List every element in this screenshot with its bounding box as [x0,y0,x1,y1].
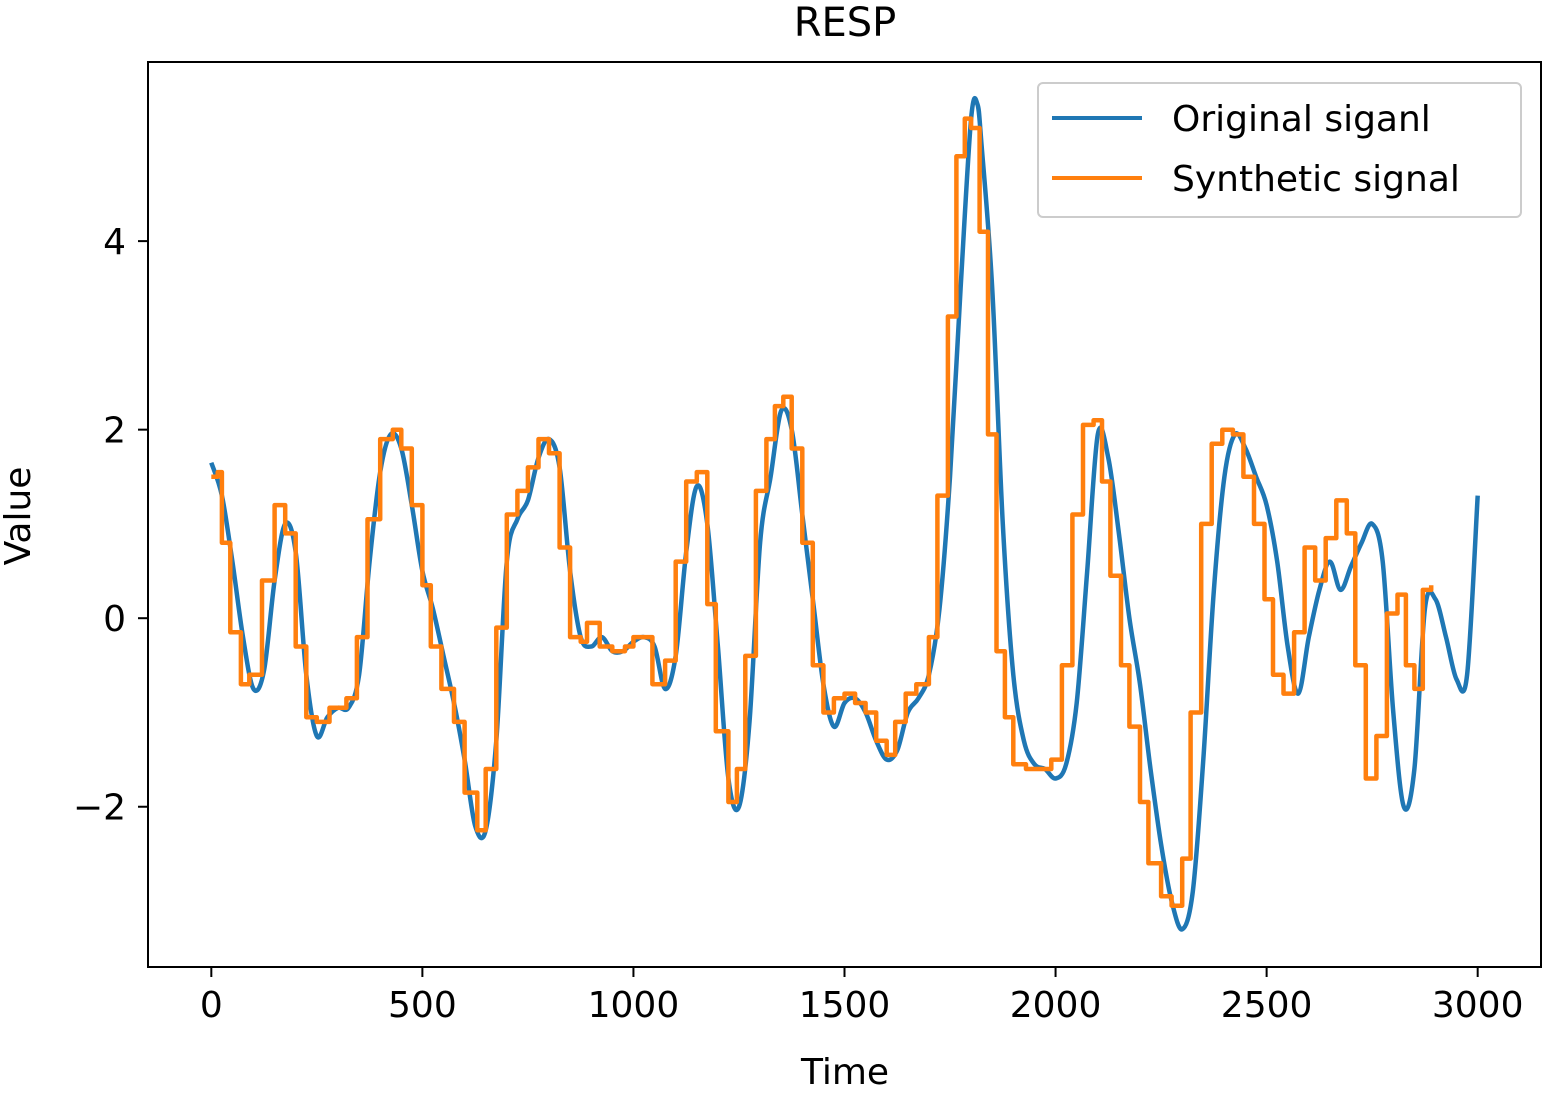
chart-title: RESP [794,0,897,46]
series-line-original-siganl [209,95,1480,932]
y-tick-label: 2 [103,411,126,452]
y-axis-label: Value [0,467,39,566]
x-tick-label: 1000 [588,985,680,1026]
x-tick-label: 2000 [1010,985,1102,1026]
x-tick-label: 3000 [1432,985,1524,1026]
x-tick-label: 2500 [1221,985,1313,1026]
x-tick-label: 500 [388,985,457,1026]
ticks-layer: 0 500 1000 1500 2000 2500 3000 −2 0 2 4 [73,222,1524,1026]
plot-frame [147,61,1542,968]
legend-label-synthetic: Synthetic signal [1172,159,1460,200]
x-tick-label: 1500 [799,985,891,1026]
legend-box [1037,82,1522,218]
series-layer [209,95,1480,932]
x-tick-label: 0 [200,985,223,1026]
y-tick-label: 0 [103,599,126,640]
series-line-synthetic-signal [211,116,1434,908]
legend-label-original: Original siganl [1172,99,1431,140]
y-tick-label: 4 [103,222,126,263]
y-tick-label: −2 [73,788,126,829]
x-axis-label: Time [800,1052,889,1093]
legend: Original siganl Synthetic signal [1037,82,1522,218]
